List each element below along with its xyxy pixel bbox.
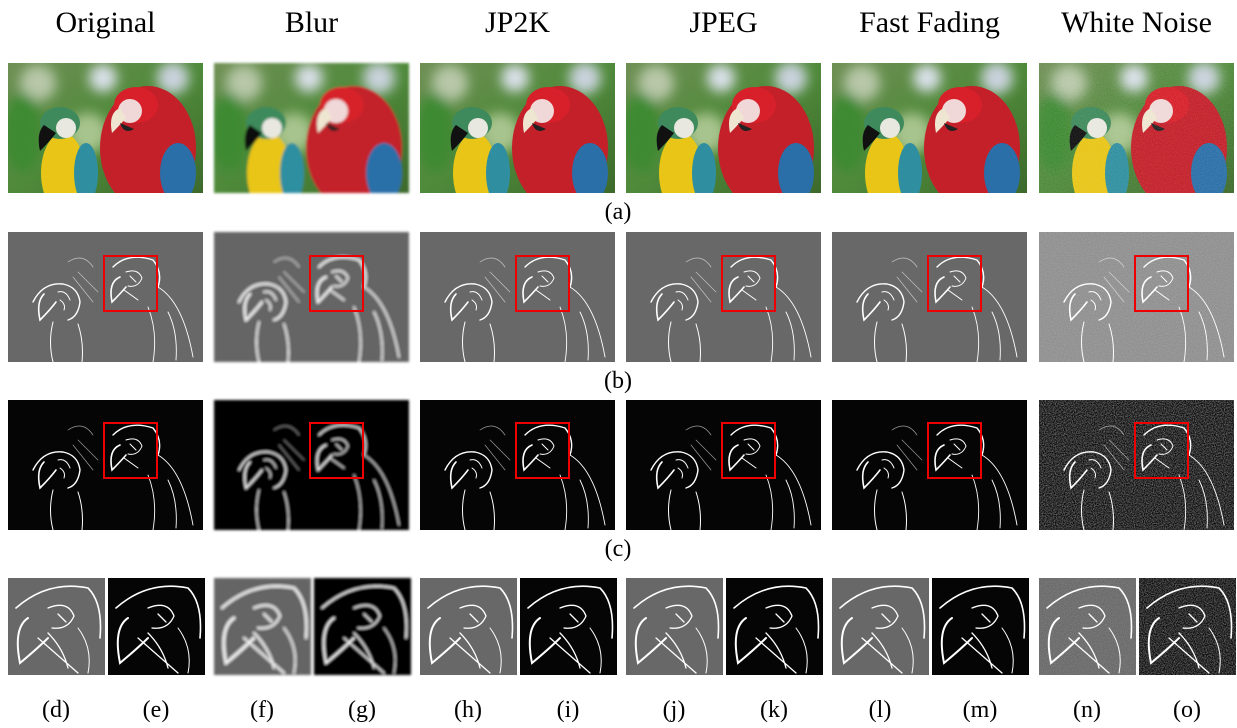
edge-map-b xyxy=(214,232,409,362)
edge-image xyxy=(420,232,615,362)
column-header: Blur xyxy=(285,6,338,39)
crop xyxy=(314,578,411,675)
crop-label: (d) xyxy=(42,697,70,723)
crop-label: (e) xyxy=(143,697,170,723)
edge-map-b xyxy=(420,232,615,362)
edge-image xyxy=(626,400,821,530)
edge-image xyxy=(8,400,203,530)
crop-label: (i) xyxy=(557,697,580,723)
color-image xyxy=(621,62,821,213)
crop-label: (h) xyxy=(454,697,482,723)
crop-label: (o) xyxy=(1173,697,1201,723)
crop xyxy=(214,578,311,675)
column-header: White Noise xyxy=(1061,6,1212,39)
crop-label: (m) xyxy=(963,697,998,723)
noise-overlay xyxy=(1039,232,1234,362)
edge-map-b xyxy=(8,232,203,362)
row-label: (a) xyxy=(605,199,632,225)
edge-image xyxy=(626,232,821,362)
row-label: (b) xyxy=(604,368,632,394)
crop-image xyxy=(726,578,823,675)
noise-overlay xyxy=(1039,63,1234,193)
edge-map-b xyxy=(626,232,821,362)
edge-map-c xyxy=(8,400,203,530)
edge-map-c xyxy=(626,400,821,530)
crop-label: (n) xyxy=(1073,697,1101,723)
crop xyxy=(108,578,205,675)
crop-image xyxy=(8,578,105,675)
column-header: Original xyxy=(56,6,156,39)
crop-image xyxy=(832,578,929,675)
noise-overlay xyxy=(1039,578,1136,675)
crop-image xyxy=(520,578,617,675)
edge-map-c xyxy=(420,400,615,530)
edge-map-c xyxy=(832,400,1027,530)
crop xyxy=(832,578,929,675)
crop-label: (k) xyxy=(760,697,788,723)
figure: Original Blur JP2K JPEG Fast Fading White Noi… xyxy=(0,0,1237,728)
color-image xyxy=(415,62,615,213)
color-image xyxy=(209,62,409,213)
edge-image xyxy=(420,400,615,530)
crop xyxy=(626,578,723,675)
edge-image xyxy=(832,400,1027,530)
crop-image xyxy=(932,578,1029,675)
edge-image xyxy=(214,400,409,530)
crop-label: (f) xyxy=(250,697,274,723)
crop xyxy=(726,578,823,675)
crop-image xyxy=(626,578,723,675)
column-header: JP2K xyxy=(485,6,550,39)
crop-label: (g) xyxy=(348,697,376,723)
crop xyxy=(520,578,617,675)
crop-image xyxy=(108,578,205,675)
row-label: (c) xyxy=(605,536,632,562)
crop xyxy=(420,578,517,675)
edge-image xyxy=(8,232,203,362)
edge-map-b xyxy=(832,232,1027,362)
crop-label: (j) xyxy=(663,697,686,723)
edge-map-c xyxy=(214,400,409,530)
crop xyxy=(8,578,105,675)
color-image xyxy=(827,62,1027,213)
noise-overlay xyxy=(1139,578,1236,675)
column-header: Fast Fading xyxy=(859,6,1000,39)
edge-image xyxy=(832,232,1027,362)
noise-overlay xyxy=(1039,400,1234,530)
column-header: JPEG xyxy=(689,6,757,39)
crop-image xyxy=(420,578,517,675)
crop xyxy=(932,578,1029,675)
crop-image xyxy=(314,578,411,675)
crop-label: (l) xyxy=(869,697,892,723)
crop-image xyxy=(214,578,311,675)
color-image xyxy=(3,62,203,213)
edge-image xyxy=(214,232,409,362)
